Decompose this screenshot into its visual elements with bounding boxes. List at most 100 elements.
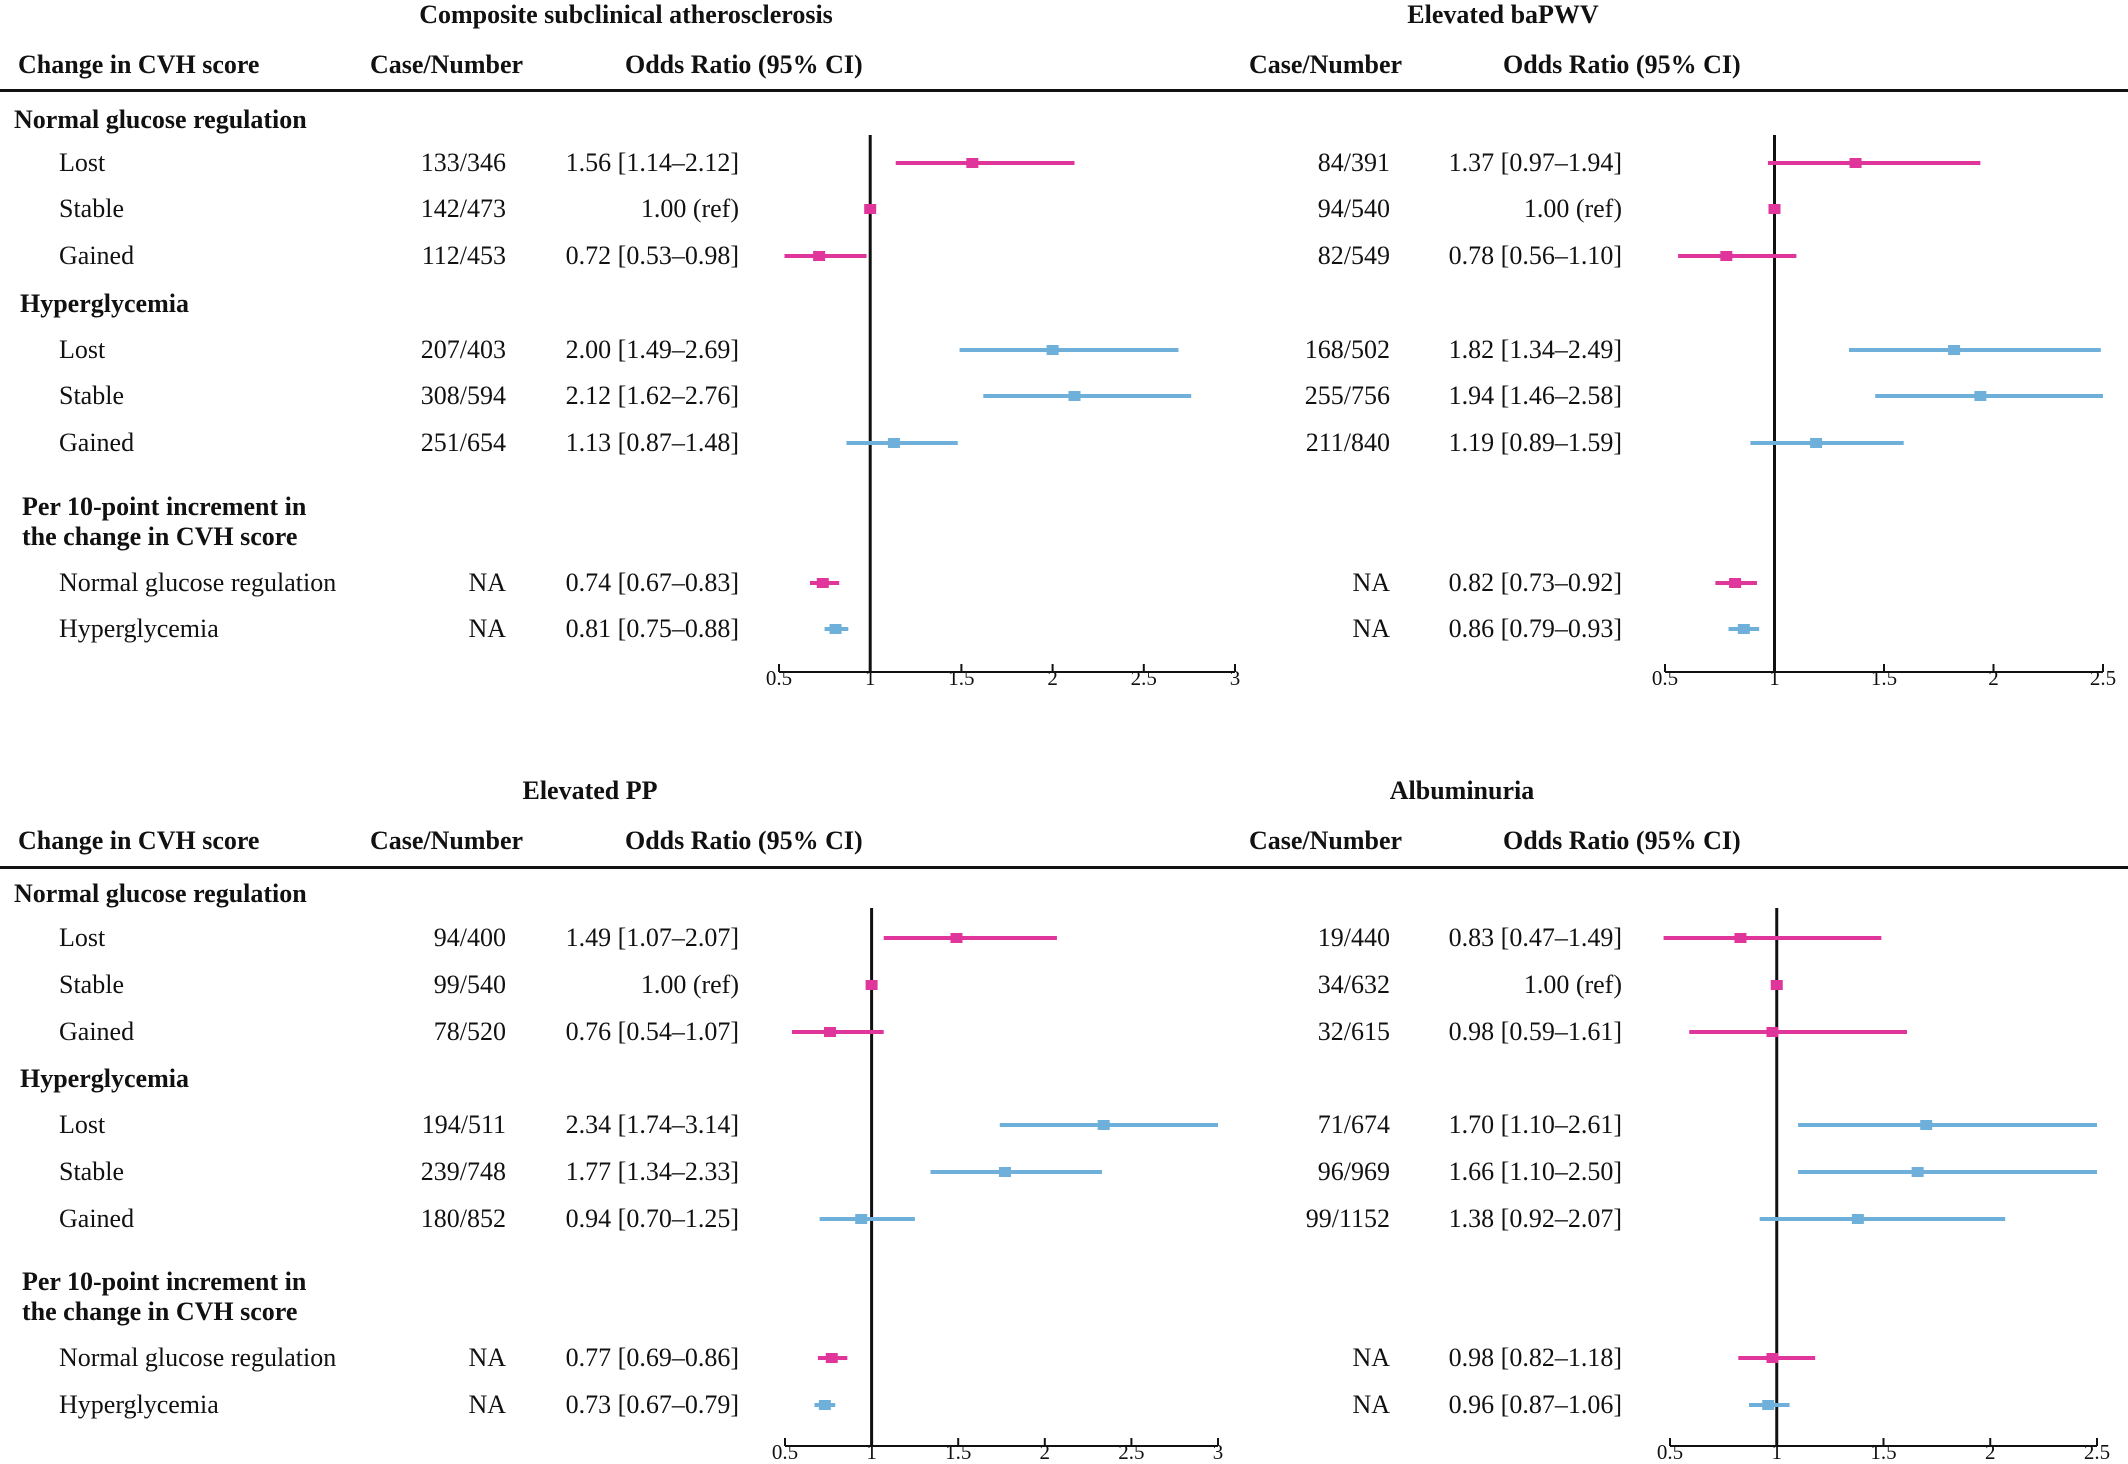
odds-ratio-point: [1046, 345, 1059, 355]
case-number-cell: 71/674: [1317, 1110, 1390, 1139]
odds-ratio-point: [824, 1027, 837, 1037]
row-label-hyperglycemia: Hyperglycemia: [59, 614, 219, 643]
odds-ratio-point: [966, 158, 979, 168]
odds-ratio-cell: 0.86 [0.79–0.93]: [1448, 614, 1622, 643]
odds-ratio-cell: 0.73 [0.67–0.79]: [565, 1390, 739, 1419]
odds-ratio-point: [1770, 980, 1783, 990]
x-tick-label: 2: [1039, 1440, 1051, 1464]
column-header-odds-ratio: Odds Ratio (95% CI): [625, 826, 863, 855]
odds-ratio-cell: 1.56 [1.14–2.12]: [565, 148, 739, 177]
odds-ratio-point: [864, 204, 877, 214]
x-tick-label: 1: [1771, 1440, 1783, 1464]
column-header-case-number: Case/Number: [370, 50, 524, 79]
odds-ratio-point: [950, 933, 963, 943]
odds-ratio-cell: 1.70 [1.10–2.61]: [1448, 1110, 1622, 1139]
panel-title-pp: Elevated PP: [522, 776, 658, 805]
x-tick-label: 2: [1985, 1440, 1996, 1464]
odds-ratio-cell: 1.66 [1.10–2.50]: [1448, 1157, 1622, 1186]
case-number-cell: NA: [1352, 568, 1390, 597]
odds-ratio-point: [1766, 1027, 1779, 1037]
group-heading-hyperglycemia: Hyperglycemia: [20, 289, 189, 318]
row-label-normal-glucose: Normal glucose regulation: [59, 568, 337, 597]
header-rule: [0, 866, 2128, 869]
odds-ratio-cell: 0.98 [0.59–1.61]: [1448, 1017, 1622, 1046]
case-number-cell: 207/403: [420, 335, 506, 364]
odds-ratio-point: [1911, 1167, 1924, 1177]
row-label-lost: Lost: [59, 923, 106, 952]
odds-ratio-point: [1849, 158, 1862, 168]
odds-ratio-point: [1068, 391, 1081, 401]
column-header-odds-ratio: Odds Ratio (95% CI): [1503, 50, 1741, 79]
panel-title-bapwv: Elevated baPWV: [1407, 0, 1599, 29]
odds-ratio-cell: 1.00 (ref): [1523, 970, 1622, 999]
case-number-cell: 84/391: [1317, 148, 1390, 177]
case-number-cell: 82/549: [1317, 241, 1390, 270]
case-number-cell: 94/400: [433, 923, 506, 952]
x-tick-label: 1: [864, 666, 876, 690]
case-number-cell: 180/852: [420, 1204, 506, 1233]
odds-ratio-cell: 1.49 [1.07–2.07]: [565, 923, 739, 952]
odds-ratio-point: [1768, 204, 1781, 214]
odds-ratio-cell: 0.96 [0.87–1.06]: [1448, 1390, 1622, 1419]
column-header-case-number: Case/Number: [370, 826, 524, 855]
odds-ratio-cell: 0.83 [0.47–1.49]: [1448, 923, 1622, 952]
row-label-gained: Gained: [59, 1017, 135, 1046]
row-label-stable: Stable: [59, 970, 124, 999]
case-number-cell: 255/756: [1304, 381, 1390, 410]
case-number-cell: 94/540: [1317, 194, 1390, 223]
row-label-lost: Lost: [59, 335, 106, 364]
odds-ratio-point: [818, 1400, 831, 1410]
odds-ratio-cell: 0.81 [0.75–0.88]: [565, 614, 739, 643]
group-heading-normal: Normal glucose regulation: [14, 879, 307, 908]
row-label-lost: Lost: [59, 1110, 106, 1139]
row-label-normal-glucose: Normal glucose regulation: [59, 1343, 337, 1372]
group-heading-per10-line2: the change in CVH score: [22, 522, 298, 551]
panel-title-albuminuria: Albuminuria: [1389, 776, 1535, 805]
odds-ratio-point: [816, 578, 829, 588]
row-label-stable: Stable: [59, 1157, 124, 1186]
odds-ratio-cell: 1.13 [0.87–1.48]: [565, 428, 739, 457]
odds-ratio-cell: 0.78 [0.56–1.10]: [1448, 241, 1622, 270]
odds-ratio-cell: 1.82 [1.34–2.49]: [1448, 335, 1622, 364]
odds-ratio-point: [1734, 933, 1747, 943]
panel-title-composite: Composite subclinical atherosclerosis: [419, 0, 833, 29]
x-tick-label: 2: [1988, 666, 1999, 690]
group-heading-per10-line2: the change in CVH score: [22, 1297, 298, 1326]
x-tick-label: 1: [1769, 666, 1780, 690]
odds-ratio-cell: 0.76 [0.54–1.07]: [565, 1017, 739, 1046]
case-number-cell: 78/520: [433, 1017, 506, 1046]
odds-ratio-cell: 0.82 [0.73–0.92]: [1448, 568, 1622, 597]
column-header-odds-ratio: Odds Ratio (95% CI): [1503, 826, 1741, 855]
case-number-cell: NA: [468, 1390, 506, 1419]
case-number-cell: 19/440: [1317, 923, 1390, 952]
column-header-case-number: Case/Number: [1249, 826, 1403, 855]
odds-ratio-point: [1948, 345, 1961, 355]
odds-ratio-point: [855, 1214, 868, 1224]
odds-ratio-cell: 2.00 [1.49–2.69]: [565, 335, 739, 364]
case-number-cell: 96/969: [1317, 1157, 1390, 1186]
row-label-stable: Stable: [59, 381, 124, 410]
odds-ratio-point: [1762, 1400, 1775, 1410]
column-header-odds-ratio: Odds Ratio (95% CI): [625, 50, 863, 79]
case-number-cell: 112/453: [421, 241, 506, 270]
odds-ratio-point: [1766, 1353, 1779, 1363]
column-header-change: Change in CVH score: [18, 50, 260, 79]
odds-ratio-point: [1737, 624, 1750, 634]
odds-ratio-point: [1729, 578, 1742, 588]
odds-ratio-point: [829, 624, 842, 634]
odds-ratio-point: [825, 1353, 838, 1363]
case-number-cell: 142/473: [420, 194, 506, 223]
case-number-cell: 32/615: [1317, 1017, 1390, 1046]
odds-ratio-cell: 0.98 [0.82–1.18]: [1448, 1343, 1622, 1372]
odds-ratio-cell: 0.77 [0.69–0.86]: [565, 1343, 739, 1372]
row-label-stable: Stable: [59, 194, 124, 223]
case-number-cell: 308/594: [420, 381, 506, 410]
odds-ratio-point: [1097, 1120, 1110, 1130]
odds-ratio-point: [1920, 1120, 1933, 1130]
x-tick-label: 3: [1229, 666, 1241, 690]
case-number-cell: NA: [1352, 1343, 1390, 1372]
odds-ratio-point: [1720, 251, 1733, 261]
